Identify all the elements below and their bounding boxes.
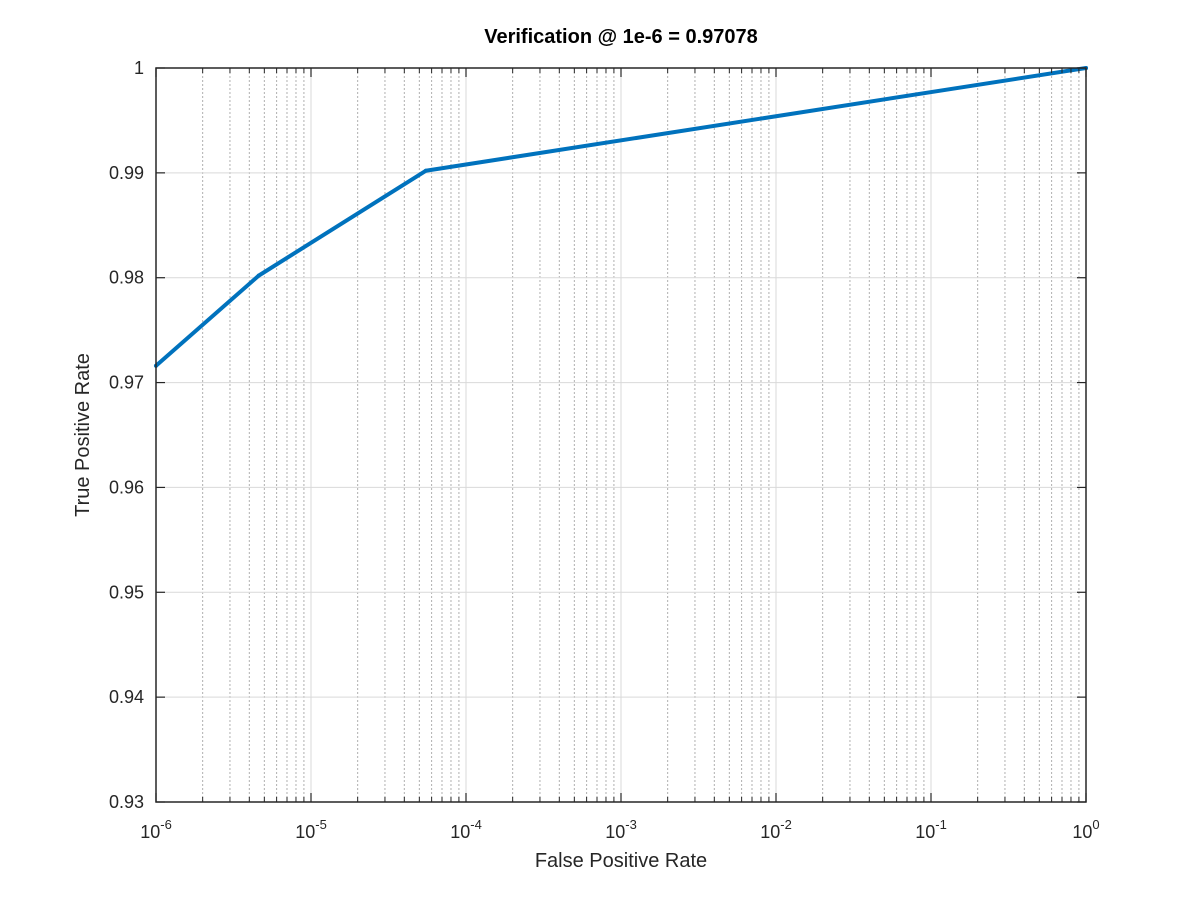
x-axis-label: False Positive Rate <box>535 850 707 872</box>
x-tick-label-exponent: -3 <box>625 817 637 832</box>
y-tick-label: 0.96 <box>109 477 144 497</box>
x-tick-label-exponent: -6 <box>160 817 172 832</box>
x-tick-label-base: 10 <box>915 822 935 842</box>
x-tick-label-base: 10 <box>450 822 470 842</box>
x-tick-label-base: 10 <box>1072 822 1092 842</box>
x-tick-label: 10-5 <box>295 817 327 842</box>
x-tick-label-exponent: -5 <box>315 817 327 832</box>
x-tick-label-exponent: -1 <box>935 817 947 832</box>
series-layer <box>154 66 1088 368</box>
ticks <box>155 67 1087 803</box>
x-tick-label: 10-1 <box>915 817 947 842</box>
roc-line <box>154 66 1088 368</box>
x-tick-label-base: 10 <box>140 822 160 842</box>
y-tick-label: 0.99 <box>109 163 144 183</box>
tick-labels: 10-6 10-5 10-4 10-3 10-2 10-1 1000.930.940.950… <box>109 58 1100 842</box>
y-tick-label: 0.93 <box>109 792 144 812</box>
y-tick-label: 0.97 <box>109 373 144 393</box>
y-tick-label: 0.95 <box>109 582 144 602</box>
y-axis-label: True Positive Rate <box>72 353 94 517</box>
roc-point <box>256 273 261 278</box>
x-tick-label-base: 10 <box>605 822 625 842</box>
y-tick-label: 0.98 <box>109 268 144 288</box>
y-tick-label: 0.94 <box>109 687 144 707</box>
x-tick-label-base: 10 <box>295 822 315 842</box>
x-tick-label: 10-6 <box>140 817 172 842</box>
x-tick-label-exponent: -4 <box>470 817 482 832</box>
x-tick-label-exponent: 0 <box>1092 817 1099 832</box>
x-tick-label: 10-4 <box>450 817 482 842</box>
chart-title: Verification @ 1e-6 = 0.97078 <box>484 26 758 48</box>
x-tick-label-exponent: -2 <box>780 817 792 832</box>
x-tick-label: 10-3 <box>605 817 637 842</box>
roc-point <box>423 168 428 173</box>
y-tick-label: 1 <box>134 58 144 78</box>
x-tick-label: 100 <box>1072 817 1099 842</box>
x-tick-label: 10-2 <box>760 817 792 842</box>
x-tick-label-base: 10 <box>760 822 780 842</box>
